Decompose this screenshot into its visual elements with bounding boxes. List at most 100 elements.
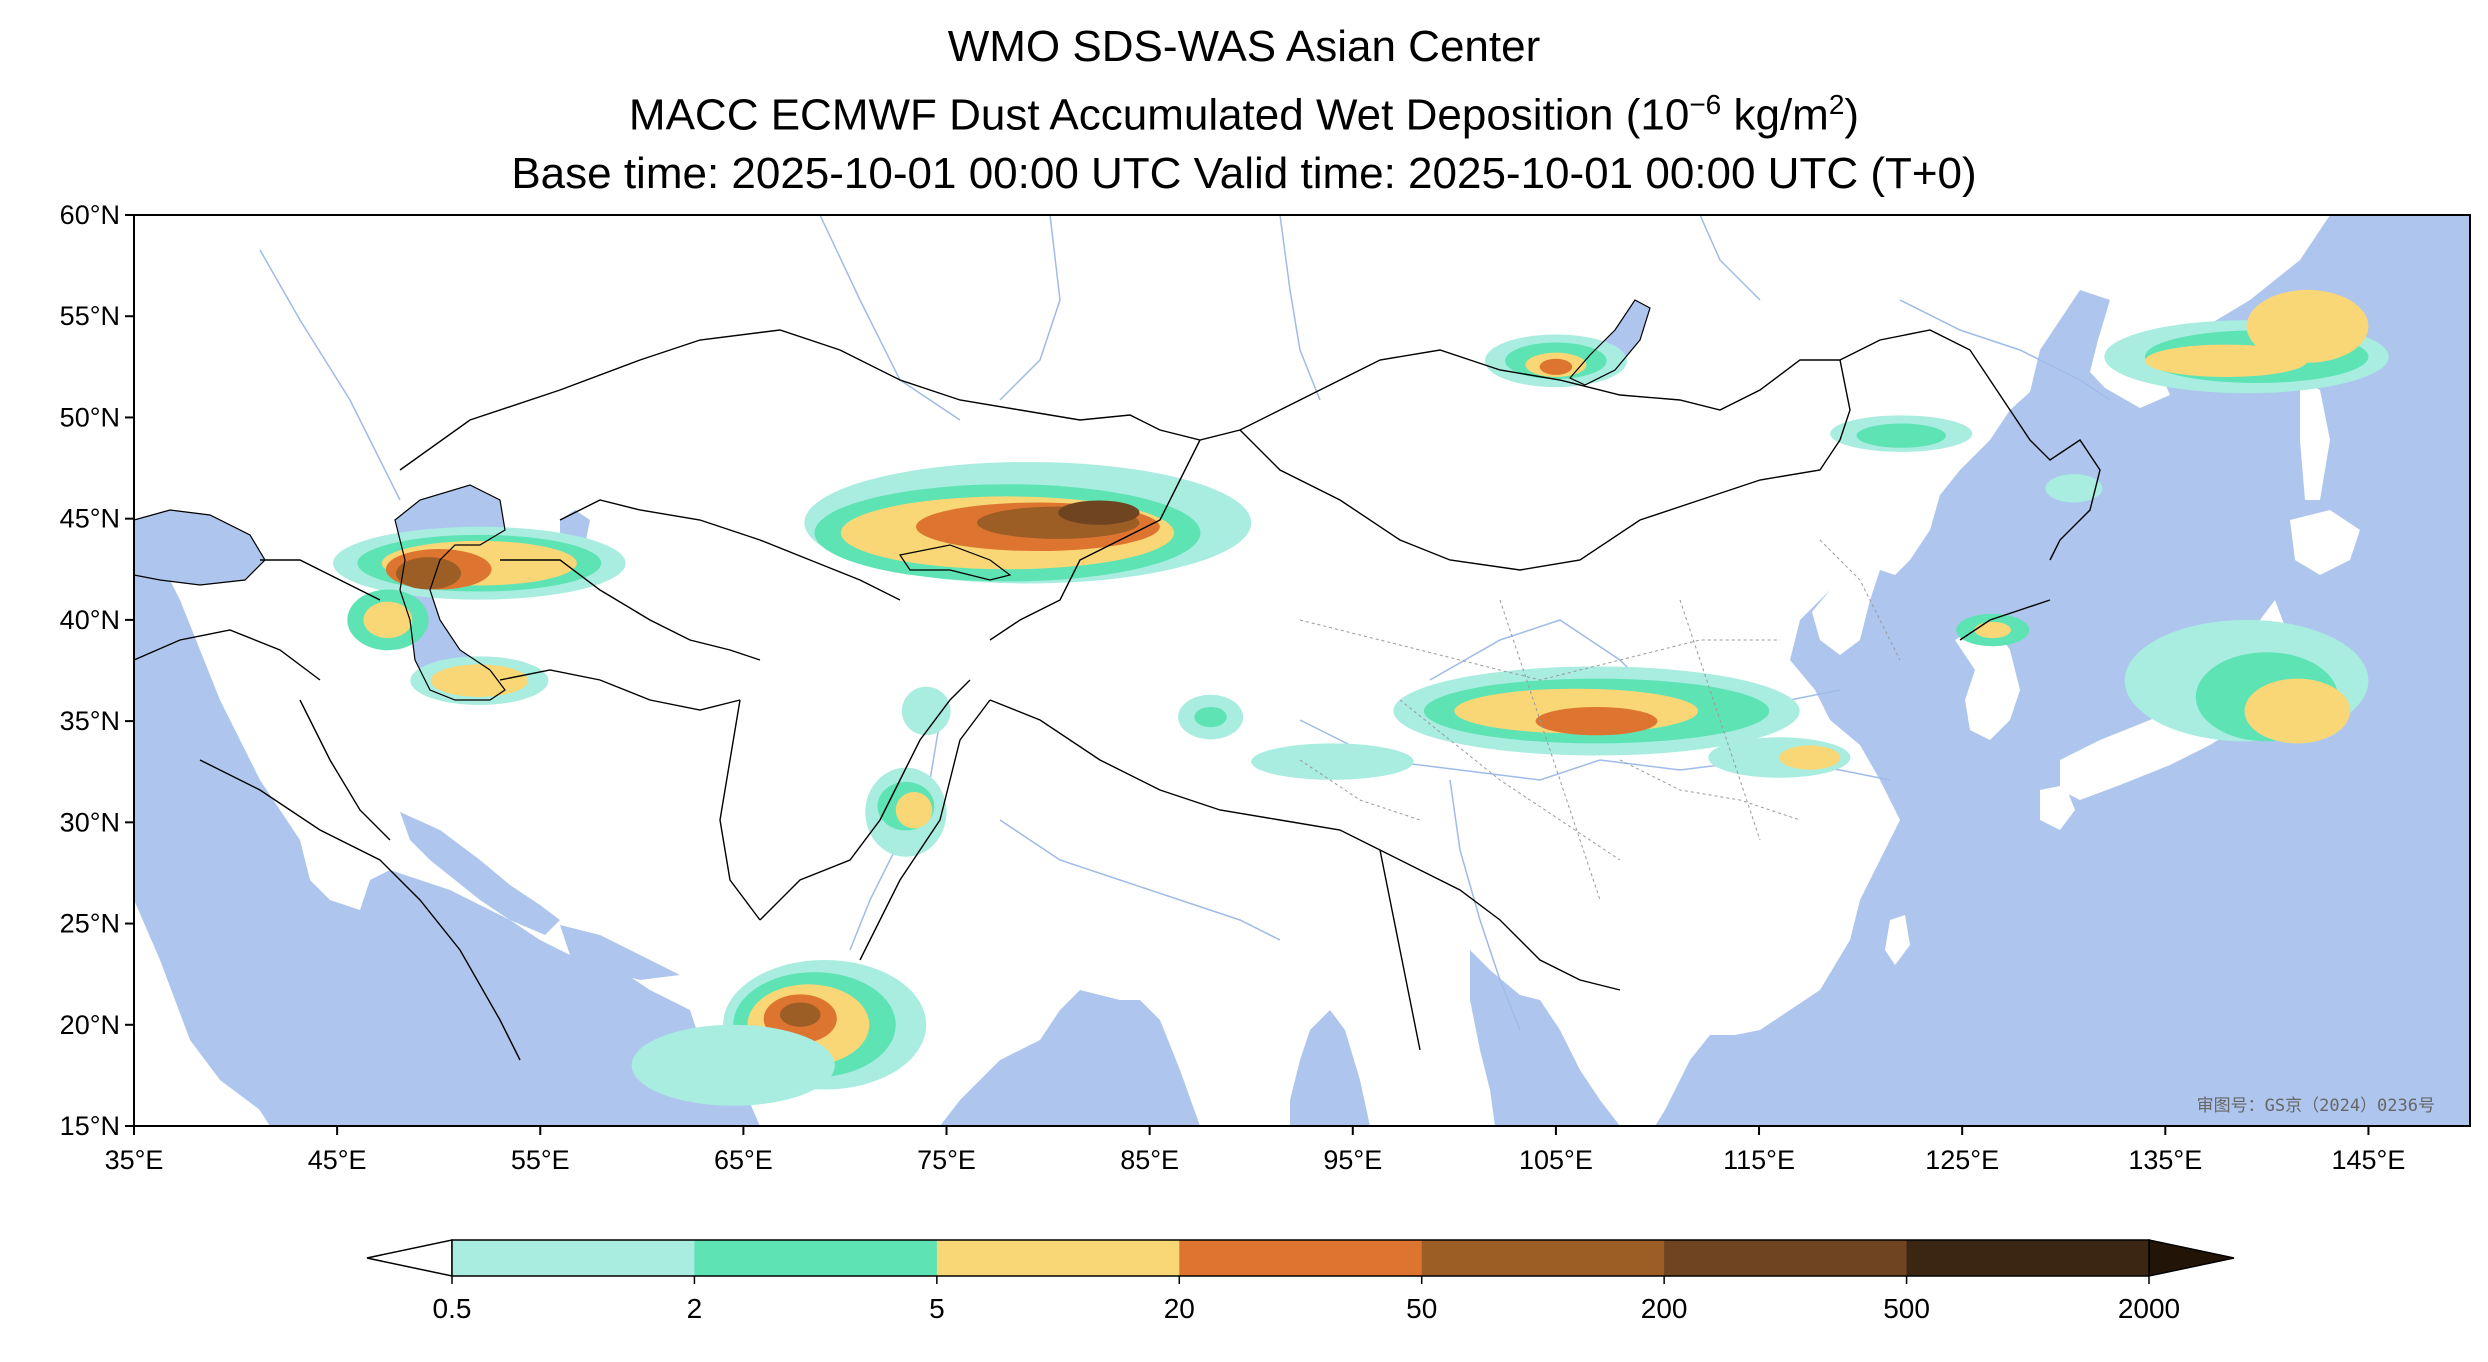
border-mongolia-china <box>1239 359 1851 571</box>
river-yenisei <box>1279 215 1321 401</box>
river-amur <box>1899 299 2111 401</box>
dust-contour-18 <box>1539 358 1573 375</box>
border-afghan-pakistan <box>759 679 971 921</box>
dust-contour-37 <box>631 1024 835 1106</box>
border-india-myanmar <box>1379 849 1421 1051</box>
map-title: WMO SDS-WAS Asian Center MACC ECMWF Dust… <box>0 18 2488 203</box>
border-iraq-iran <box>299 699 391 841</box>
dust-contour-36 <box>779 1002 821 1027</box>
title-line-3: Base time: 2025-10-01 00:00 UTC Valid ti… <box>511 148 1977 198</box>
land-kyushu <box>2040 785 2075 830</box>
river-volga <box>259 249 401 501</box>
colorbar-labels: 0.5 2 5 20 50 200 500 2000 <box>433 1276 2180 1324</box>
coast-caspian <box>394 484 506 701</box>
coastlines <box>134 299 1651 701</box>
map-frame <box>133 214 2471 1127</box>
lon-tick-label: 125°E <box>1925 1145 1999 1175</box>
dust-contour-22 <box>1535 706 1658 736</box>
country-borders <box>134 329 2101 1061</box>
dust-contour-24 <box>1779 745 1841 770</box>
lon-tick-label: 95°E <box>1323 1145 1382 1175</box>
lat-tick-label: 45°N <box>60 504 120 534</box>
land-japan-hokkaido <box>2290 510 2360 575</box>
province-borders <box>1299 539 1901 901</box>
dust-contour-44 <box>2246 289 2369 363</box>
colorbar-frame <box>451 1239 2150 1277</box>
lat-tick-label: 35°N <box>60 706 120 736</box>
coast-black-sea <box>134 509 266 586</box>
land-africa <box>134 900 290 1126</box>
dust-contour-25 <box>1251 743 1414 780</box>
colorbar-label: 50 <box>1406 1293 1437 1324</box>
land-japan-honshu <box>2060 600 2290 800</box>
lon-tick-label: 45°E <box>308 1145 367 1175</box>
colorbar-segment-6 <box>1906 1240 2150 1276</box>
river-lena <box>1699 215 1761 301</box>
dust-contour-30 <box>895 791 933 829</box>
colorbar-label: 200 <box>1641 1293 1688 1324</box>
lon-tick-label: 85°E <box>1120 1145 1179 1175</box>
land-sri-lanka-area <box>1250 1095 1275 1126</box>
latitude-axis: 60°N 55°N 50°N 45°N 40°N 35°N 30°N 25°N 20°N 15°N <box>60 200 134 1141</box>
border-pakistan-india <box>859 699 991 961</box>
dust-contour-31 <box>901 686 951 736</box>
persian-gulf <box>400 812 560 935</box>
border-iran-afghanistan <box>719 699 761 921</box>
colorbar-segment-1 <box>694 1240 938 1276</box>
map-approval-watermark: 审图号：GS京（2024）0236号 <box>2197 1096 2435 1116</box>
colorbar-label: 2 <box>687 1293 703 1324</box>
lat-tick-label: 50°N <box>60 402 120 432</box>
mediterranean <box>134 680 152 740</box>
border-turkmen-iran <box>499 669 741 711</box>
lon-tick-label: 55°E <box>511 1145 570 1175</box>
border-caucasus <box>260 559 381 601</box>
dust-contour-49 <box>2045 474 2103 503</box>
river-ganges <box>999 819 1281 941</box>
colorbar: 0.5 2 5 20 50 200 500 2000 <box>366 1239 2235 1324</box>
lon-tick-label: 105°E <box>1519 1145 1593 1175</box>
colorbar-label: 500 <box>1883 1293 1930 1324</box>
border-korea <box>1959 599 2051 641</box>
land-korea <box>1955 620 2020 740</box>
longitude-axis: 35°E 45°E 55°E 65°E 75°E 85°E 95°E 105°E 115°E 12… <box>105 1126 2405 1175</box>
lon-tick-label: 65°E <box>714 1145 773 1175</box>
title-line-2: MACC ECMWF Dust Accumulated Wet Depositi… <box>628 89 1860 140</box>
dust-contour-46 <box>1856 423 1946 448</box>
lat-tick-label: 55°N <box>60 301 120 331</box>
border-saudi <box>199 759 521 1061</box>
lat-tick-label: 25°N <box>60 909 120 939</box>
land-mainland <box>134 215 2330 1126</box>
lon-tick-label: 75°E <box>917 1145 976 1175</box>
dust-contour-8 <box>363 601 413 639</box>
red-sea <box>134 870 300 1126</box>
coast-balkhash <box>899 544 1012 581</box>
border-china-se-asia <box>1419 869 1621 991</box>
lat-tick-label: 15°N <box>60 1111 120 1141</box>
dust-contour-6 <box>430 664 529 697</box>
lat-tick-label: 40°N <box>60 605 120 635</box>
dust-contour-40 <box>2244 678 2351 744</box>
river-irtysh <box>819 215 961 421</box>
border-china-india <box>989 699 1421 871</box>
colorbar-segments <box>452 1240 2150 1276</box>
lon-tick-label: 115°E <box>1723 1145 1795 1175</box>
border-uzbek-turkmen <box>500 559 761 661</box>
map-plot-area: 审图号：GS京（2024）0236号 <box>134 215 2470 1126</box>
dust-contour-27 <box>1194 706 1227 728</box>
dust-contour-48 <box>1974 621 2011 639</box>
river-ob <box>999 215 1061 401</box>
coast-baikal <box>1569 299 1651 386</box>
border-russia-kazakhstan <box>399 329 1281 471</box>
land-sakhalin <box>2300 380 2330 500</box>
lat-tick-label: 20°N <box>60 1010 120 1040</box>
colorbar-label: 0.5 <box>433 1293 472 1324</box>
gulf-of-oman <box>560 925 680 980</box>
dust-contour-14 <box>1058 500 1140 525</box>
lon-tick-label: 35°E <box>105 1145 164 1175</box>
colorbar-label: 5 <box>929 1293 945 1324</box>
colorbar-label: 2000 <box>2118 1293 2180 1324</box>
river-mekong <box>1449 779 1521 1031</box>
colorbar-segment-3 <box>1179 1240 1423 1276</box>
dust-contour-4 <box>396 557 462 590</box>
